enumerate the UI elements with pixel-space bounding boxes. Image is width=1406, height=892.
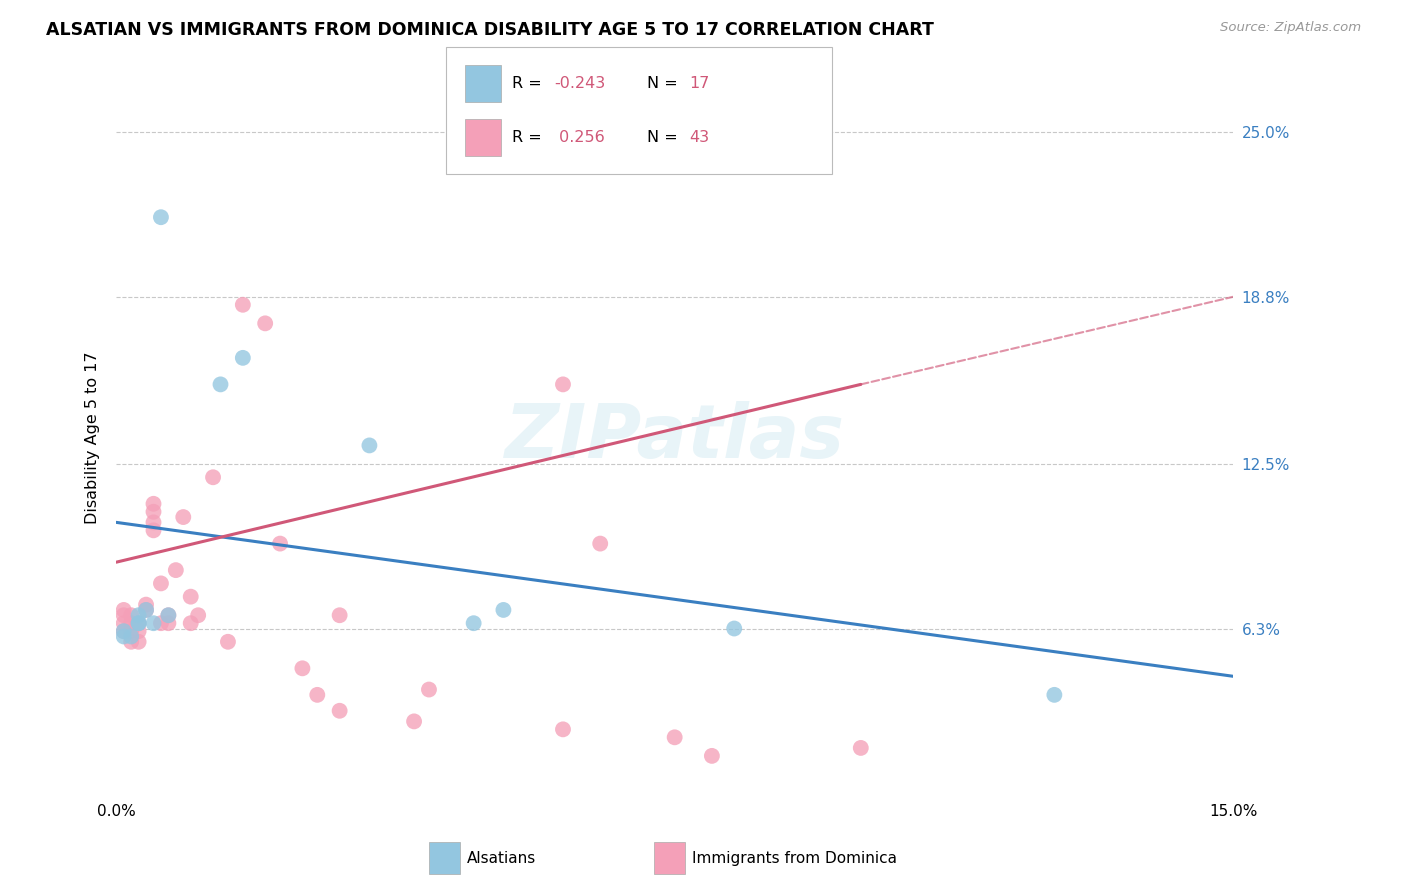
Point	[112, 603, 135, 617]
Text: R =: R =	[512, 76, 547, 91]
Point	[142, 516, 165, 530]
Point	[165, 563, 187, 577]
Text: -0.243: -0.243	[554, 76, 605, 91]
Point	[492, 603, 515, 617]
Point	[112, 624, 135, 639]
Point	[589, 536, 612, 550]
Point	[142, 524, 165, 538]
Point	[149, 576, 172, 591]
Text: 43: 43	[689, 130, 709, 145]
Text: 17: 17	[689, 76, 709, 91]
Point	[135, 603, 157, 617]
Point	[232, 298, 254, 312]
Point	[404, 714, 426, 729]
Point	[128, 624, 150, 639]
Text: N =: N =	[647, 130, 683, 145]
Point	[217, 634, 239, 648]
Point	[128, 616, 150, 631]
Point	[120, 608, 142, 623]
Point	[172, 510, 194, 524]
Point	[120, 624, 142, 639]
Point	[700, 748, 723, 763]
Point	[269, 536, 291, 550]
Point	[664, 731, 686, 745]
Point	[359, 438, 381, 452]
Text: Immigrants from Dominica: Immigrants from Dominica	[692, 851, 897, 865]
Point	[142, 497, 165, 511]
Point	[128, 608, 150, 623]
Point	[128, 616, 150, 631]
Text: Alsatians: Alsatians	[467, 851, 536, 865]
Point	[329, 704, 352, 718]
Point	[120, 616, 142, 631]
Point	[112, 616, 135, 631]
Point	[187, 608, 209, 623]
Point	[142, 616, 165, 631]
Point	[1043, 688, 1066, 702]
Point	[209, 377, 232, 392]
Point	[463, 616, 485, 631]
Point	[135, 598, 157, 612]
Point	[135, 603, 157, 617]
Text: 0.256: 0.256	[554, 130, 605, 145]
Point	[232, 351, 254, 365]
Point	[157, 616, 180, 631]
Y-axis label: Disability Age 5 to 17: Disability Age 5 to 17	[86, 351, 100, 524]
Point	[551, 723, 574, 737]
Point	[254, 317, 277, 331]
Point	[202, 470, 225, 484]
Point	[157, 608, 180, 623]
Point	[149, 211, 172, 225]
Point	[849, 740, 872, 755]
Point	[120, 630, 142, 644]
Text: Source: ZipAtlas.com: Source: ZipAtlas.com	[1220, 21, 1361, 34]
Point	[128, 616, 150, 631]
Text: R =: R =	[512, 130, 547, 145]
Text: ZIPatlas: ZIPatlas	[505, 401, 845, 474]
Point	[307, 688, 329, 702]
Point	[180, 616, 202, 631]
Point	[142, 505, 165, 519]
Point	[157, 608, 180, 623]
Point	[112, 608, 135, 623]
Text: N =: N =	[647, 76, 683, 91]
Point	[551, 377, 574, 392]
Point	[120, 634, 142, 648]
Point	[329, 608, 352, 623]
Point	[180, 590, 202, 604]
Point	[112, 630, 135, 644]
Point	[291, 661, 314, 675]
Point	[418, 682, 440, 697]
Point	[723, 622, 745, 636]
Point	[149, 616, 172, 631]
Point	[128, 634, 150, 648]
Text: ALSATIAN VS IMMIGRANTS FROM DOMINICA DISABILITY AGE 5 TO 17 CORRELATION CHART: ALSATIAN VS IMMIGRANTS FROM DOMINICA DIS…	[46, 21, 934, 38]
Point	[112, 624, 135, 639]
